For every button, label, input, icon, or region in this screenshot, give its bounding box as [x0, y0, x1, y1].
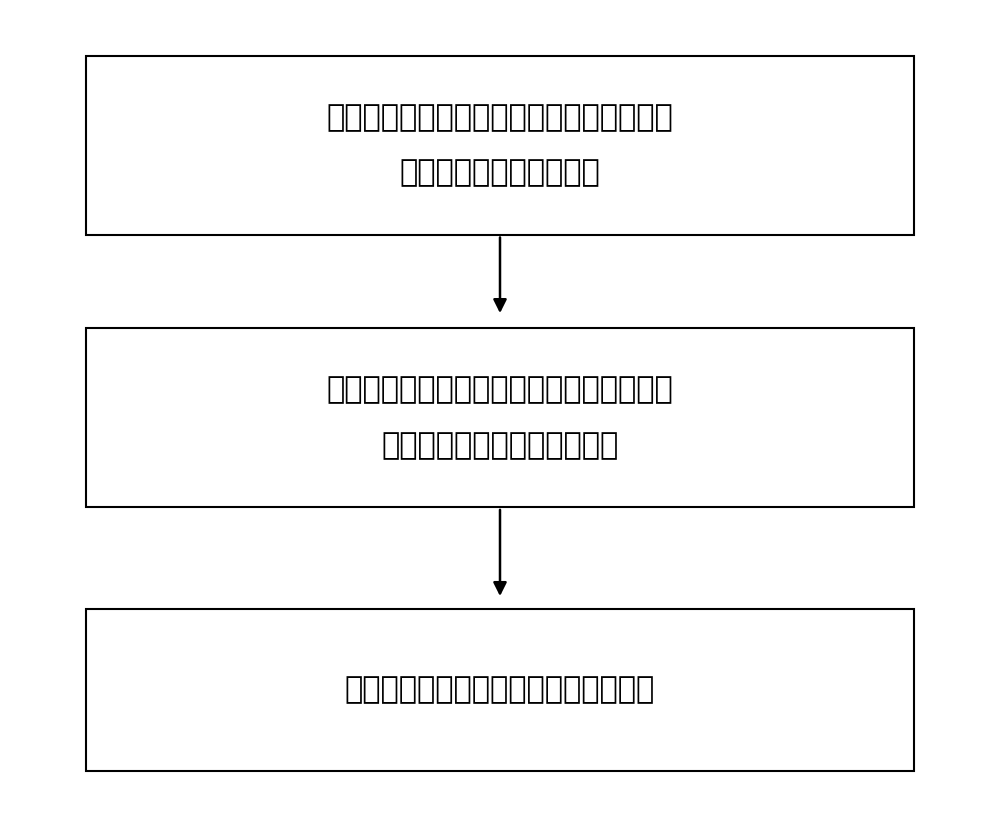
Text: 确定在常温环境下、低温环境下单体电池的: 确定在常温环境下、低温环境下单体电池的: [327, 375, 673, 404]
Text: 将满足筛选条件的单体电池筛选为一组: 将满足筛选条件的单体电池筛选为一组: [345, 676, 655, 705]
Text: 容量阀值范围和内阱鄀值范围: 容量阀值范围和内阱鄀值范围: [381, 431, 619, 460]
Text: 确定所有单体电池在常温环境下、低温环境: 确定所有单体电池在常温环境下、低温环境: [327, 103, 673, 132]
Bar: [86, 609, 914, 772]
Bar: [86, 55, 914, 235]
Bar: [86, 328, 914, 507]
Text: 下的实际容量和直流内阱: 下的实际容量和直流内阱: [400, 158, 600, 188]
